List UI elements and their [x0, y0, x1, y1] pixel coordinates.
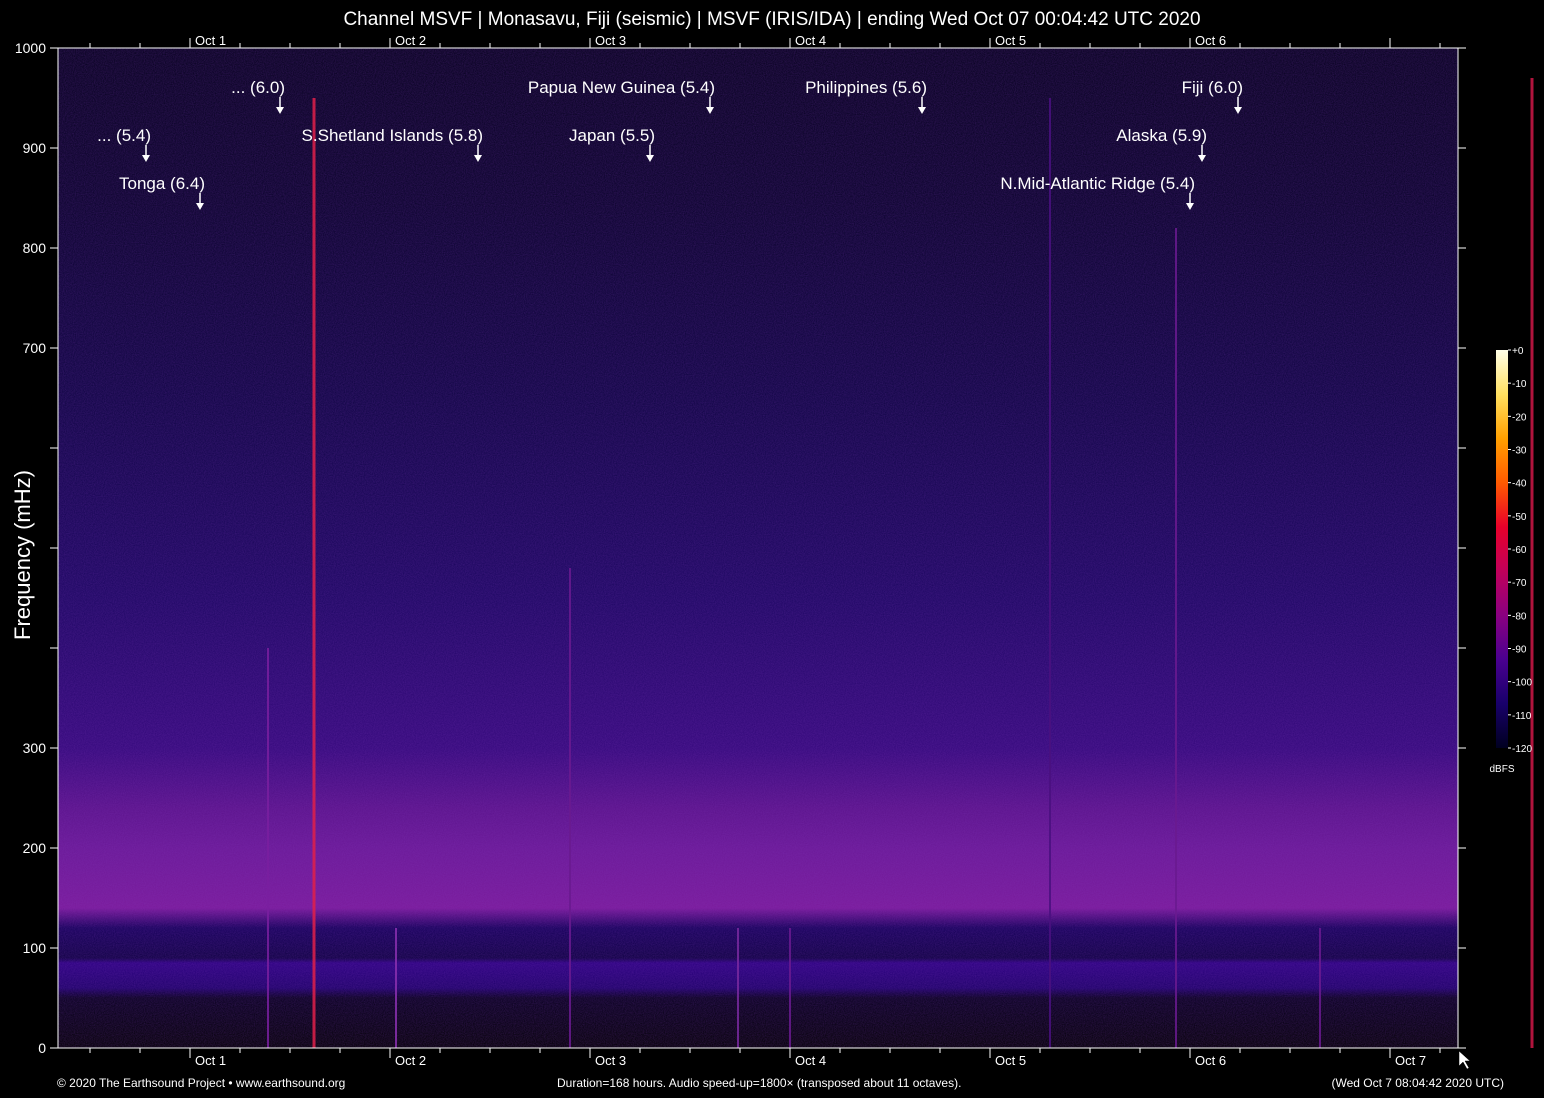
event-label: Papua New Guinea (5.4) [528, 78, 715, 97]
colorbar-tick-label: -80 [1512, 611, 1527, 622]
colorbar-tick-label: -40 [1512, 479, 1527, 490]
footer-timestamp: (Wed Oct 7 08:04:42 2020 UTC) [1331, 1076, 1504, 1090]
colorbar-tick-label: -50 [1512, 512, 1527, 523]
event-annotation: Fiji (6.0) [1182, 78, 1243, 114]
colorbar: +0 -10 -20 -30 -40 -50 -60 -70 -80 -90 -100 -110 -12… [1489, 346, 1532, 775]
colorbar-tick-label: -60 [1512, 545, 1527, 556]
y-tick-label: 800 [23, 240, 47, 256]
down-arrow-icon [142, 155, 150, 162]
x-tick-label: Oct 5 [995, 1053, 1026, 1068]
event-annotation: ... (5.4) [97, 126, 151, 162]
footer-copyright: © 2020 The Earthsound Project • www.eart… [57, 1076, 346, 1090]
down-arrow-icon [196, 203, 204, 210]
y-tick-label: 1000 [15, 40, 46, 56]
colorbar-tick-label: -90 [1512, 645, 1527, 656]
colorbar-tick-label: -70 [1512, 578, 1527, 589]
y-tick-label: 700 [23, 340, 47, 356]
down-arrow-icon [706, 107, 714, 114]
colorbar-tick-label: -120 [1512, 744, 1532, 755]
event-label: N.Mid-Atlantic Ridge (5.4) [1000, 174, 1195, 193]
y-tick-label: 200 [23, 840, 47, 856]
x-top-tick-label: Oct 5 [995, 33, 1026, 48]
event-label: Japan (5.5) [569, 126, 655, 145]
event-label: S.Shetland Islands (5.8) [302, 126, 483, 145]
down-arrow-icon [276, 107, 284, 114]
x-tick-label: Oct 6 [1195, 1053, 1226, 1068]
colorbar-tick-label: -30 [1512, 446, 1527, 457]
event-label: ... (5.4) [97, 126, 151, 145]
spectrogram-image [58, 48, 1458, 1048]
cursor-arrow-icon [1458, 1050, 1471, 1070]
colorbar-tick-label: +0 [1512, 346, 1524, 357]
event-label: ... (6.0) [231, 78, 285, 97]
down-arrow-icon [918, 107, 926, 114]
event-annotation: Philippines (5.6) [805, 78, 927, 114]
y-tick-label: 300 [23, 740, 47, 756]
colorbar-tick-label: -110 [1512, 711, 1532, 722]
down-arrow-icon [1186, 203, 1194, 210]
colorbar-tick-label: -20 [1512, 412, 1527, 423]
x-top-tick-label: Oct 1 [195, 33, 226, 48]
y-tick-label: 900 [23, 140, 47, 156]
x-tick-label: Oct 4 [795, 1053, 826, 1068]
x-tick-label: Oct 2 [395, 1053, 426, 1068]
event-label: Alaska (5.9) [1116, 126, 1207, 145]
x-tick-label: Oct 7 [1395, 1053, 1426, 1068]
event-label: Tonga (6.4) [119, 174, 205, 193]
event-label: Fiji (6.0) [1182, 78, 1243, 97]
event-label: Philippines (5.6) [805, 78, 927, 97]
down-arrow-icon [646, 155, 654, 162]
colorbar-tick-label: -100 [1512, 678, 1532, 689]
y-tick-label: 0 [38, 1040, 46, 1056]
y-tick-label: 100 [23, 940, 47, 956]
x-tick-label: Oct 3 [595, 1053, 626, 1068]
chart-title: Channel MSVF | Monasavu, Fiji (seismic) … [343, 9, 1201, 30]
event-annotation: Papua New Guinea (5.4) [528, 78, 715, 114]
down-arrow-icon [1234, 107, 1242, 114]
x-top-tick-label: Oct 2 [395, 33, 426, 48]
colorbar-unit: dBFS [1489, 764, 1514, 775]
down-arrow-icon [1198, 155, 1206, 162]
event-annotation: S.Shetland Islands (5.8) [302, 126, 483, 162]
footer-duration: Duration=168 hours. Audio speed-up=1800×… [557, 1076, 962, 1090]
x-top-tick-label: Oct 6 [1195, 33, 1226, 48]
colorbar-gradient [1496, 350, 1508, 748]
event-annotation: Japan (5.5) [569, 126, 655, 162]
event-annotation: Tonga (6.4) [119, 174, 205, 210]
event-annotation: Alaska (5.9) [1116, 126, 1207, 162]
colorbar-tick-label: -10 [1512, 379, 1527, 390]
x-top-tick-label: Oct 4 [795, 33, 826, 48]
event-annotation: N.Mid-Atlantic Ridge (5.4) [1000, 174, 1195, 210]
down-arrow-icon [474, 155, 482, 162]
event-annotation: ... (6.0) [231, 78, 285, 114]
x-top-tick-label: Oct 3 [595, 33, 626, 48]
x-tick-label: Oct 1 [195, 1053, 226, 1068]
